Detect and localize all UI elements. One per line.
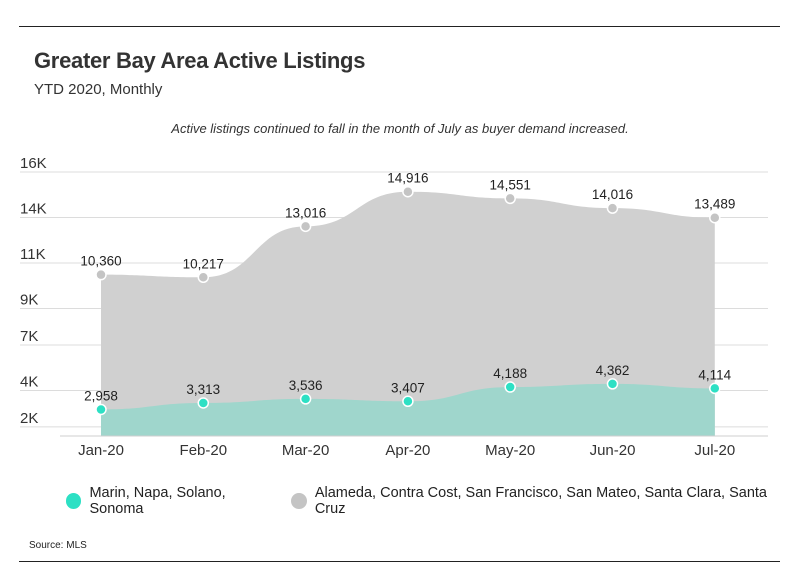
chart-title: Greater Bay Area Active Listings — [34, 48, 366, 73]
legend-item-north-bay[interactable]: Marin, Napa, Solano, Sonoma — [66, 485, 277, 517]
chart-subtitle: YTD 2020, Monthly — [34, 81, 163, 98]
y-tick-label: 14K — [20, 201, 47, 218]
x-tick-label: Feb-20 — [180, 442, 228, 459]
data-label: 3,313 — [186, 382, 220, 397]
data-point — [504, 192, 516, 205]
legend-label-north-bay: Marin, Napa, Solano, Sonoma — [89, 485, 226, 517]
data-point — [299, 393, 312, 405]
legend-swatch-core-bay — [291, 493, 307, 509]
data-point — [299, 220, 312, 233]
x-tick-label: Mar-20 — [282, 442, 330, 459]
data-label: 3,407 — [391, 380, 425, 395]
data-label: 14,916 — [387, 171, 428, 186]
y-tick-label: 11K — [20, 246, 46, 263]
top-rule — [19, 26, 780, 27]
data-point — [197, 397, 210, 409]
y-tick-label: 7K — [20, 328, 38, 345]
legend: Marin, Napa, Solano, Sonoma Alameda, Con… — [66, 485, 800, 517]
y-tick-label: 4K — [20, 373, 38, 390]
area-north-bay — [101, 383, 715, 436]
data-label: 2,958 — [84, 388, 118, 403]
chart-annotation: Active listings continued to fall in the… — [171, 121, 629, 136]
y-tick-label: 9K — [20, 292, 38, 309]
x-tick-label: Jul-20 — [694, 442, 735, 459]
data-label: 13,489 — [694, 197, 735, 212]
legend-label-core-bay: Alameda, Contra Cost, San Francisco, San… — [314, 485, 767, 517]
data-label: 3,536 — [289, 378, 323, 393]
data-label: 10,360 — [80, 254, 121, 269]
data-label: 14,551 — [490, 177, 531, 192]
data-point — [709, 211, 721, 224]
data-label: 13,016 — [285, 205, 326, 220]
data-point — [402, 185, 414, 198]
x-tick-label: Jan-20 — [78, 442, 124, 459]
y-tick-label: 2K — [20, 410, 38, 427]
data-point — [197, 271, 210, 284]
data-label: 4,362 — [596, 363, 630, 378]
data-point — [606, 202, 619, 214]
y-tick-label: 16K — [20, 155, 47, 172]
data-label: 4,114 — [698, 367, 731, 382]
data-point — [95, 268, 107, 281]
data-point — [402, 395, 414, 408]
data-point — [504, 381, 516, 393]
data-point — [606, 378, 619, 390]
source-note: Source: MLS — [29, 540, 87, 551]
x-tick-label: Apr-20 — [385, 442, 430, 459]
data-label: 10,217 — [183, 256, 224, 271]
bottom-rule — [19, 561, 780, 562]
data-label: 14,016 — [592, 187, 633, 202]
area-core-bay — [101, 191, 715, 436]
data-point — [95, 403, 107, 416]
x-tick-label: May-20 — [485, 442, 535, 459]
data-label: 4,188 — [493, 366, 527, 381]
data-point — [709, 382, 721, 395]
legend-item-core-bay[interactable]: Alameda, Contra Cost, San Francisco, San… — [291, 485, 786, 517]
legend-swatch-north-bay — [66, 493, 82, 509]
x-tick-label: Jun-20 — [590, 442, 636, 459]
